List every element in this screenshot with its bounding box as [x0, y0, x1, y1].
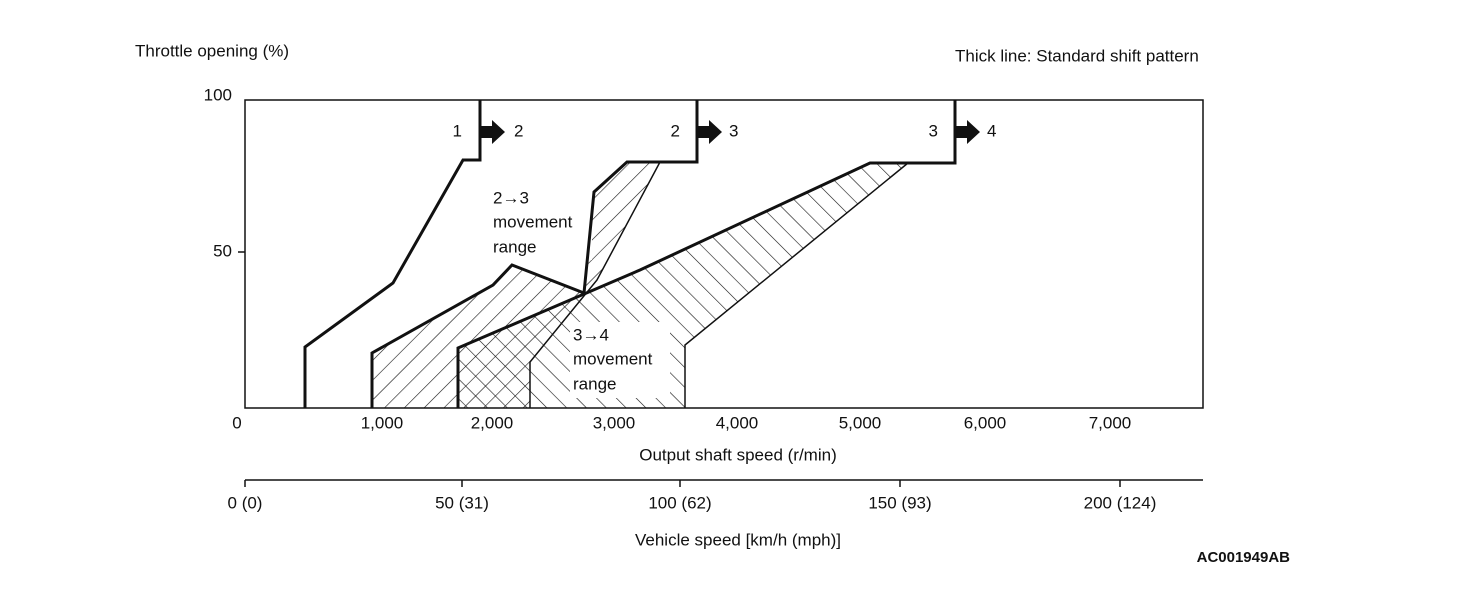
label-bg: [570, 322, 670, 398]
y-axis-title: Throttle opening (%): [135, 41, 289, 60]
vehicle-tick-label: 0 (0): [228, 493, 263, 512]
range-2-3-edge: [529, 161, 661, 408]
figure-code: AC001949AB: [1197, 549, 1291, 566]
y-tick-label: 50: [213, 241, 232, 260]
shift-line-3-4: [456, 100, 957, 408]
x-tick-label: 1,000: [361, 413, 404, 432]
x-tick-label: 3,000: [593, 413, 636, 432]
x-tick-label: 4,000: [716, 413, 759, 432]
shift-marker: 1 2: [453, 120, 523, 144]
range-label: 3→4: [573, 325, 609, 344]
shift-to: 2: [514, 121, 523, 140]
vehicle-tick-label: 50 (31): [435, 493, 489, 512]
x-tick-label: 0: [232, 413, 241, 432]
shift-from: 3: [929, 121, 938, 140]
range-label: range: [493, 237, 536, 256]
range-label: range: [573, 374, 616, 393]
shift-marker: 2 3: [671, 120, 738, 144]
vehicle-tick-label: 150 (93): [868, 493, 931, 512]
range-2-3-area: [372, 162, 660, 408]
vehicle-tick-label: 100 (62): [648, 493, 711, 512]
x-tick-label: 2,000: [471, 413, 514, 432]
x-axis-title: Output shaft speed (r/min): [639, 445, 836, 464]
vehicle-tick-label: 200 (124): [1084, 493, 1157, 512]
shift-line-1-2: [303, 100, 482, 408]
range-3-4-edge: [684, 162, 909, 408]
shift-to: 4: [987, 121, 996, 140]
shift-marker: 3 4: [929, 120, 996, 144]
x-tick-label: 6,000: [964, 413, 1007, 432]
vehicle-axis-title: Vehicle speed [km/h (mph)]: [635, 530, 841, 549]
range-label: movement: [493, 212, 573, 231]
plot-frame: [244, 99, 1204, 409]
range-label: 2→3: [493, 188, 529, 207]
y-tick-label: 100: [204, 85, 232, 104]
shift-from: 1: [453, 121, 462, 140]
x-tick-label: 5,000: [839, 413, 882, 432]
shift-to: 3: [729, 121, 738, 140]
label-bg: [488, 168, 592, 260]
shift-from: 2: [671, 121, 680, 140]
range-label: movement: [573, 349, 653, 368]
x-tick-label: 7,000: [1089, 413, 1132, 432]
note: Thick line: Standard shift pattern: [955, 46, 1199, 65]
